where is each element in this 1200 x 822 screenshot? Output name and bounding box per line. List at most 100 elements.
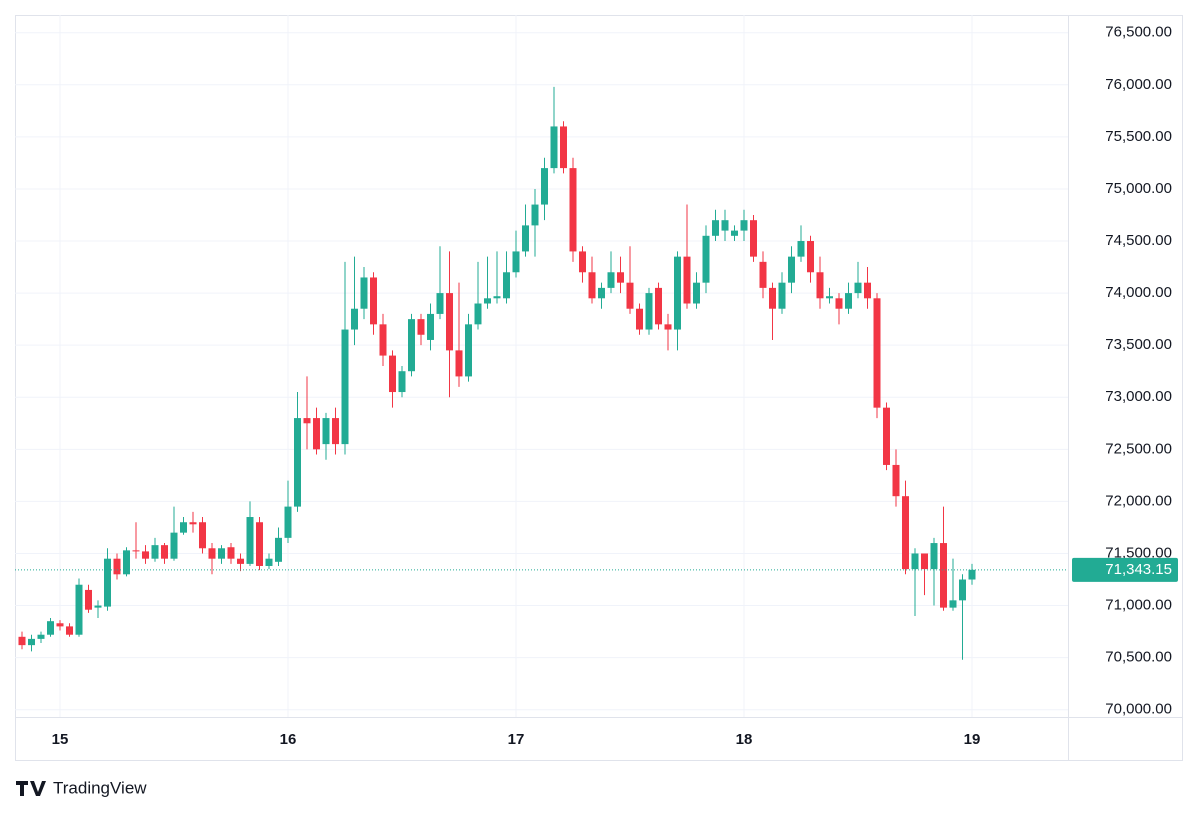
candle-body [208, 548, 216, 559]
y-tick-label: 71,500.00 [1105, 544, 1172, 561]
candle-body [560, 126, 567, 169]
x-tick-label: 18 [736, 731, 753, 748]
candle-body [28, 638, 35, 646]
candles [15, 86, 1068, 660]
candle-body [579, 251, 586, 273]
y-tick-label: 75,500.00 [1105, 128, 1172, 145]
candle-body [845, 293, 852, 309]
candle-body [854, 282, 862, 294]
candle-body [417, 319, 425, 335]
candle-body [645, 293, 653, 330]
candle-body [541, 168, 548, 205]
candle-body [104, 558, 111, 607]
candle-body [512, 251, 520, 273]
candle-body [797, 241, 805, 257]
y-tick-label: 73,000.00 [1105, 388, 1172, 405]
candle-body [322, 418, 330, 445]
candle-body [664, 324, 672, 330]
y-tick-label: 70,000.00 [1105, 701, 1172, 718]
candle-body [731, 230, 738, 236]
candle-body [37, 634, 45, 639]
candle-body [237, 558, 244, 564]
candle-body [408, 319, 415, 372]
candle-body [189, 522, 197, 525]
last-price-badge [1072, 557, 1178, 582]
candle-body [626, 282, 634, 309]
candle-body [303, 418, 311, 424]
candle-body [56, 623, 64, 627]
candle-body [788, 256, 795, 283]
candle-body [389, 355, 396, 393]
last-price-label: 71,343.15 [1105, 561, 1172, 578]
candle-body [740, 220, 748, 231]
candle-body [18, 636, 26, 646]
candle-body [379, 324, 387, 356]
candle-body [265, 558, 273, 566]
candle-body [294, 418, 301, 507]
candle-body [873, 298, 881, 408]
candle-body [655, 287, 662, 325]
candle-body [284, 506, 292, 538]
candle-body [484, 298, 491, 304]
y-tick-label: 73,500.00 [1105, 336, 1172, 353]
candle-body [911, 553, 919, 570]
y-tick-label: 76,500.00 [1105, 24, 1172, 41]
candle-body [864, 282, 871, 299]
candle-body [370, 277, 377, 325]
candle-body [712, 220, 719, 236]
y-tick-label: 72,000.00 [1105, 492, 1172, 509]
candle-body [199, 522, 206, 549]
y-tick-label: 72,500.00 [1105, 440, 1172, 457]
candle-body [142, 551, 149, 559]
candle-body [807, 241, 814, 273]
candle-body [332, 418, 339, 445]
candle-body [750, 220, 757, 257]
candle-body [949, 600, 957, 608]
candle-body [759, 261, 767, 288]
candle-body [816, 272, 824, 299]
candle-body [769, 287, 776, 309]
candle-body [227, 547, 235, 559]
candle-body [835, 298, 843, 309]
logo [16, 781, 46, 796]
candle-body [85, 589, 92, 610]
candle-body [161, 545, 168, 559]
candle-body [170, 532, 178, 559]
candle-body [66, 626, 73, 635]
candle-body [427, 313, 434, 340]
candle-body [778, 282, 786, 309]
candle-body [930, 543, 938, 570]
candle-body [503, 272, 510, 299]
candle-body [892, 464, 900, 497]
candle-body [256, 522, 263, 566]
y-tick-label: 70,500.00 [1105, 649, 1172, 666]
candle-body [436, 293, 444, 314]
candle-body [968, 569, 976, 580]
candle-body [474, 303, 482, 325]
candle-body [446, 293, 453, 351]
x-tick-label: 15 [52, 731, 69, 748]
candle-body [569, 168, 577, 252]
candle-body [674, 256, 681, 330]
candle-body [531, 204, 539, 226]
candle-body [455, 350, 463, 377]
candle-body [313, 418, 320, 450]
candle-body [702, 235, 710, 283]
branding: TradingView [16, 778, 147, 797]
candle-body [180, 522, 187, 533]
x-tick-label: 16 [280, 731, 297, 748]
candle-body [550, 126, 558, 169]
candle-body [47, 621, 54, 635]
candle-body [617, 272, 624, 283]
candle-body [465, 324, 472, 377]
candle-body [588, 272, 596, 299]
candle-body [246, 517, 254, 564]
candle-body [75, 584, 83, 635]
y-tick-label: 76,000.00 [1105, 76, 1172, 93]
candle-body [151, 545, 159, 559]
candle-body [940, 543, 947, 608]
candle-body [493, 296, 501, 299]
candle-body [360, 277, 368, 309]
